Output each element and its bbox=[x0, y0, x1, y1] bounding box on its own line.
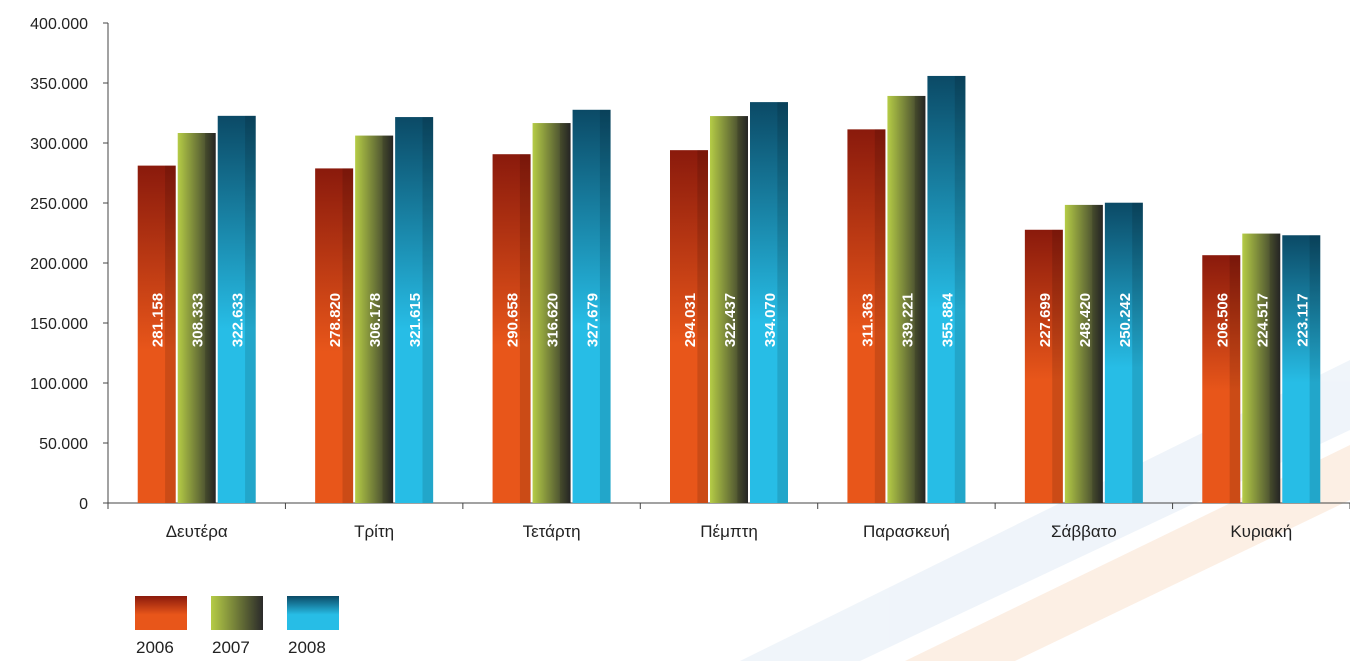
bar-shade bbox=[245, 115, 256, 504]
data-label: 248.420 bbox=[1077, 293, 1094, 347]
y-tick-label: 300.000 bbox=[30, 136, 88, 153]
bar-shade bbox=[954, 75, 966, 503]
data-label: 322.437 bbox=[722, 293, 739, 347]
bar-2006 bbox=[670, 150, 708, 504]
bar-2007 bbox=[1242, 233, 1281, 504]
x-tick-label: Δευτέρα bbox=[166, 522, 228, 541]
bar-2006 bbox=[315, 168, 354, 503]
bar-shade bbox=[1229, 255, 1241, 503]
bar-shade bbox=[1052, 229, 1063, 503]
legend-label: 2008 bbox=[288, 638, 326, 657]
legend-swatch-2008 bbox=[287, 596, 339, 630]
data-label: 334.070 bbox=[762, 293, 779, 347]
bar-shade bbox=[1092, 204, 1103, 503]
bar-shade bbox=[205, 133, 216, 503]
x-tick-label: Παρασκευή bbox=[863, 522, 950, 541]
bar-shade bbox=[1132, 202, 1143, 503]
data-label: 311.363 bbox=[859, 293, 876, 346]
y-tick-label: 250.000 bbox=[30, 196, 88, 213]
data-label: 206.506 bbox=[1214, 293, 1231, 347]
bar-2008 bbox=[217, 115, 256, 504]
bar-shade bbox=[777, 102, 788, 503]
data-label: 355.884 bbox=[939, 292, 956, 347]
bar-2007 bbox=[1064, 204, 1103, 503]
bar-2008 bbox=[395, 117, 434, 503]
legend-swatch-2006 bbox=[135, 596, 187, 630]
x-tick-label: Τετάρτη bbox=[523, 522, 581, 541]
data-label: 306.178 bbox=[367, 293, 384, 347]
data-label: 316.620 bbox=[545, 293, 562, 347]
plot-area: 0 50.000 100.000 150.000 200.000 250.000 300.0… bbox=[30, 16, 1350, 541]
legend: 2006 2007 2008 bbox=[135, 596, 339, 657]
x-tick-label: Σάββατο bbox=[1051, 522, 1117, 541]
bar-shade bbox=[165, 165, 176, 503]
bar-2007 bbox=[887, 95, 926, 503]
bar-shade bbox=[382, 135, 394, 503]
x-tick-label: Κυριακή bbox=[1230, 522, 1292, 541]
legend-label: 2007 bbox=[212, 638, 250, 657]
bar-shade bbox=[599, 109, 611, 503]
bar-2007 bbox=[710, 116, 748, 504]
y-tick-label: 50.000 bbox=[39, 436, 88, 453]
legend-label: 2006 bbox=[136, 638, 174, 657]
bar-shade bbox=[1309, 235, 1321, 504]
bar-shade bbox=[422, 117, 434, 503]
data-label: 290.658 bbox=[505, 293, 522, 347]
data-label: 281.158 bbox=[150, 293, 167, 347]
data-label: 327.679 bbox=[585, 293, 602, 347]
bar-2008 bbox=[572, 109, 611, 503]
x-tick-label: Τρίτη bbox=[354, 522, 394, 541]
y-tick-label: 150.000 bbox=[30, 316, 88, 333]
bar-2007 bbox=[177, 133, 216, 503]
y-tick-label: 0 bbox=[79, 496, 88, 513]
y-tick-label: 400.000 bbox=[30, 16, 88, 33]
bar-2008 bbox=[750, 102, 788, 503]
bar-shade bbox=[519, 154, 531, 504]
data-label: 224.517 bbox=[1254, 293, 1271, 347]
bar-2006 bbox=[1024, 229, 1063, 503]
y-tick-label: 350.000 bbox=[30, 76, 88, 93]
bar-2006 bbox=[1202, 255, 1241, 503]
y-tick-label: 100.000 bbox=[30, 376, 88, 393]
data-label: 223.117 bbox=[1294, 293, 1311, 346]
data-label: 294.031 bbox=[682, 293, 699, 347]
bar-shade bbox=[737, 116, 748, 504]
data-label: 339.221 bbox=[899, 293, 916, 347]
bar-2006 bbox=[492, 154, 531, 504]
data-label: 308.333 bbox=[190, 293, 207, 347]
data-label: 227.699 bbox=[1037, 293, 1054, 347]
bar-2006 bbox=[847, 129, 886, 504]
x-tick-label: Πέμπτη bbox=[700, 522, 758, 541]
bar-2007 bbox=[532, 123, 571, 503]
data-label: 322.633 bbox=[230, 293, 247, 347]
bar-2008 bbox=[1104, 202, 1143, 503]
bar-shade bbox=[559, 123, 571, 503]
bar-2008 bbox=[1282, 235, 1321, 504]
bar-shade bbox=[1269, 233, 1281, 504]
bar-shade bbox=[342, 168, 354, 503]
bar-2006 bbox=[137, 165, 176, 503]
bar-shade bbox=[874, 129, 886, 504]
bar-2007 bbox=[355, 135, 394, 503]
data-label: 321.615 bbox=[407, 293, 424, 347]
data-label: 250.242 bbox=[1117, 293, 1134, 347]
data-label: 278.820 bbox=[327, 293, 344, 347]
legend-swatch-2007 bbox=[211, 596, 263, 630]
bar-2008 bbox=[927, 75, 966, 503]
bar-shade bbox=[914, 95, 926, 503]
bar-shade bbox=[697, 150, 708, 504]
y-tick-label: 200.000 bbox=[30, 256, 88, 273]
